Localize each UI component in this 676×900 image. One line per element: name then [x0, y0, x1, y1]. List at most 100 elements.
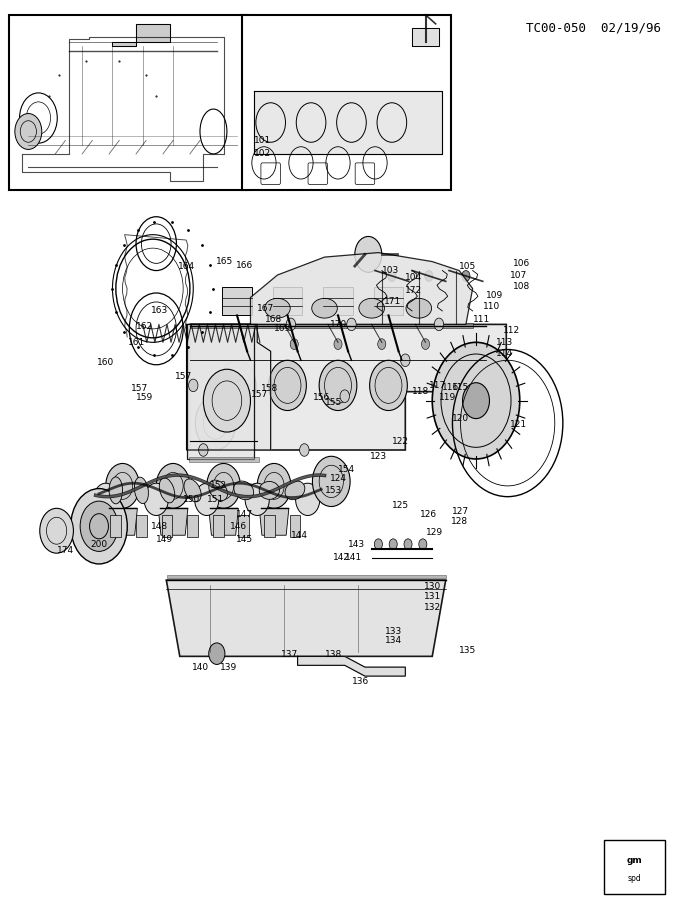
Text: 132: 132	[424, 602, 441, 611]
Bar	[323, 287, 353, 315]
Circle shape	[312, 456, 350, 507]
Ellipse shape	[109, 477, 122, 504]
Circle shape	[419, 539, 427, 550]
Text: 164: 164	[178, 262, 195, 271]
Circle shape	[189, 379, 198, 392]
Circle shape	[286, 318, 295, 330]
Bar	[374, 287, 404, 315]
Circle shape	[432, 342, 520, 459]
Circle shape	[156, 464, 190, 508]
Circle shape	[375, 539, 383, 550]
Polygon shape	[166, 580, 445, 656]
Text: 125: 125	[392, 501, 409, 510]
Bar	[190, 322, 473, 328]
Text: 172: 172	[406, 286, 422, 295]
Text: 103: 103	[382, 266, 399, 275]
Circle shape	[334, 338, 342, 349]
Text: 126: 126	[420, 510, 437, 519]
Text: 134: 134	[385, 635, 402, 644]
Circle shape	[80, 501, 118, 552]
Bar	[222, 287, 252, 315]
Ellipse shape	[406, 299, 431, 318]
Circle shape	[268, 360, 306, 410]
Text: 171: 171	[384, 298, 401, 307]
Circle shape	[199, 444, 208, 456]
Text: 160: 160	[97, 357, 114, 366]
Text: 142: 142	[333, 554, 350, 562]
Text: 146: 146	[231, 522, 247, 531]
Circle shape	[105, 464, 139, 508]
Text: 111: 111	[473, 315, 490, 324]
Polygon shape	[412, 28, 439, 46]
Text: 127: 127	[452, 507, 470, 516]
Ellipse shape	[259, 482, 279, 500]
Text: 106: 106	[513, 259, 530, 268]
Polygon shape	[259, 508, 289, 536]
Text: 118: 118	[412, 387, 429, 396]
Bar	[167, 575, 446, 579]
Circle shape	[404, 539, 412, 550]
Text: 135: 135	[459, 646, 477, 655]
Polygon shape	[158, 508, 188, 536]
Text: 157: 157	[175, 372, 193, 381]
Text: 151: 151	[207, 495, 224, 504]
Ellipse shape	[160, 478, 174, 503]
Text: 170: 170	[330, 320, 347, 328]
Polygon shape	[187, 324, 270, 450]
Text: 104: 104	[406, 274, 422, 283]
Circle shape	[195, 396, 236, 450]
Circle shape	[347, 318, 356, 330]
Bar	[162, 516, 172, 537]
Text: 145: 145	[236, 536, 253, 544]
Circle shape	[71, 489, 127, 564]
Text: 144: 144	[291, 531, 308, 540]
Circle shape	[389, 539, 397, 550]
Bar	[213, 516, 224, 537]
Text: 162: 162	[136, 321, 153, 330]
Text: 159: 159	[136, 393, 153, 402]
Text: 158: 158	[260, 384, 278, 393]
Text: 154: 154	[338, 465, 355, 474]
Text: 112: 112	[503, 326, 520, 335]
Circle shape	[370, 360, 408, 410]
Text: 120: 120	[452, 414, 470, 423]
Text: 148: 148	[151, 522, 168, 531]
Text: 129: 129	[425, 528, 443, 537]
Text: 113: 113	[496, 338, 514, 346]
Text: 149: 149	[156, 536, 173, 544]
Text: 116: 116	[442, 382, 460, 392]
Text: 110: 110	[483, 302, 500, 310]
Text: 157: 157	[130, 384, 148, 393]
Bar	[187, 516, 198, 537]
Text: 169: 169	[274, 324, 291, 333]
Ellipse shape	[264, 299, 290, 318]
Circle shape	[290, 338, 298, 349]
Bar	[272, 287, 302, 315]
Text: 101: 101	[254, 136, 271, 145]
Circle shape	[378, 338, 386, 349]
Polygon shape	[251, 253, 473, 324]
Text: 157: 157	[251, 390, 268, 399]
Polygon shape	[107, 508, 137, 536]
Bar	[9, 14, 249, 190]
Text: 136: 136	[352, 677, 368, 686]
Circle shape	[319, 360, 357, 410]
Circle shape	[299, 444, 309, 456]
Text: 109: 109	[486, 292, 504, 301]
Ellipse shape	[234, 481, 254, 500]
Text: 108: 108	[513, 283, 530, 292]
Text: 124: 124	[330, 474, 347, 483]
Text: 115: 115	[452, 382, 470, 392]
Circle shape	[207, 464, 241, 508]
Bar	[189, 457, 258, 462]
Circle shape	[40, 508, 74, 554]
Ellipse shape	[184, 479, 201, 502]
Text: 128: 128	[451, 518, 468, 526]
Text: 143: 143	[348, 540, 365, 549]
Bar	[289, 516, 300, 537]
Text: 139: 139	[220, 662, 237, 671]
Ellipse shape	[135, 477, 149, 504]
Circle shape	[257, 464, 291, 508]
Text: 161: 161	[128, 338, 145, 346]
Circle shape	[15, 113, 42, 149]
